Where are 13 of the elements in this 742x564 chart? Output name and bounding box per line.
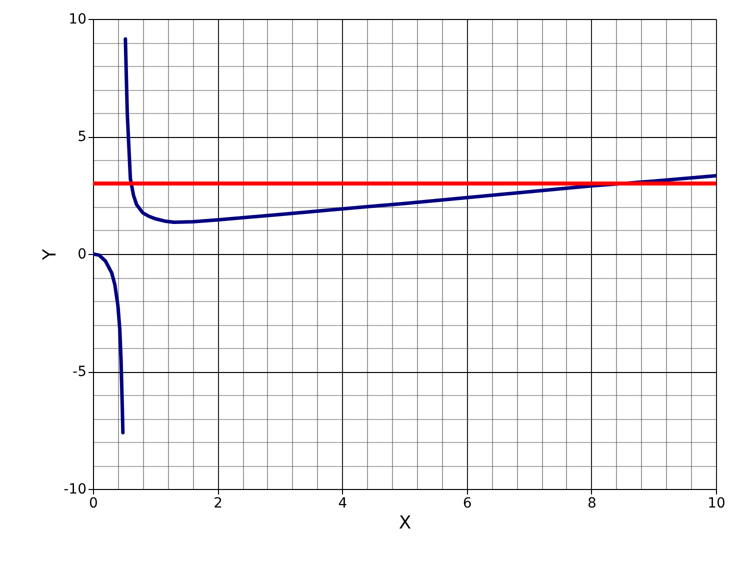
x-tick-label: 10 (708, 496, 726, 512)
y-tick-label: -5 (72, 364, 86, 380)
x-axis-title: X (398, 512, 412, 534)
y-tick-label: 5 (78, 129, 86, 145)
y-tick-label: -10 (64, 482, 86, 498)
x-tick-label: 8 (587, 496, 596, 512)
y-axis-title: Y (40, 248, 61, 261)
y-tick-label: 10 (68, 12, 86, 28)
x-tick-label: 2 (214, 496, 223, 512)
y-tick-label: 0 (78, 246, 86, 262)
x-tick-label: 6 (462, 496, 472, 512)
x-tick-label: 4 (338, 496, 348, 512)
x-tick-label: 0 (89, 496, 98, 512)
